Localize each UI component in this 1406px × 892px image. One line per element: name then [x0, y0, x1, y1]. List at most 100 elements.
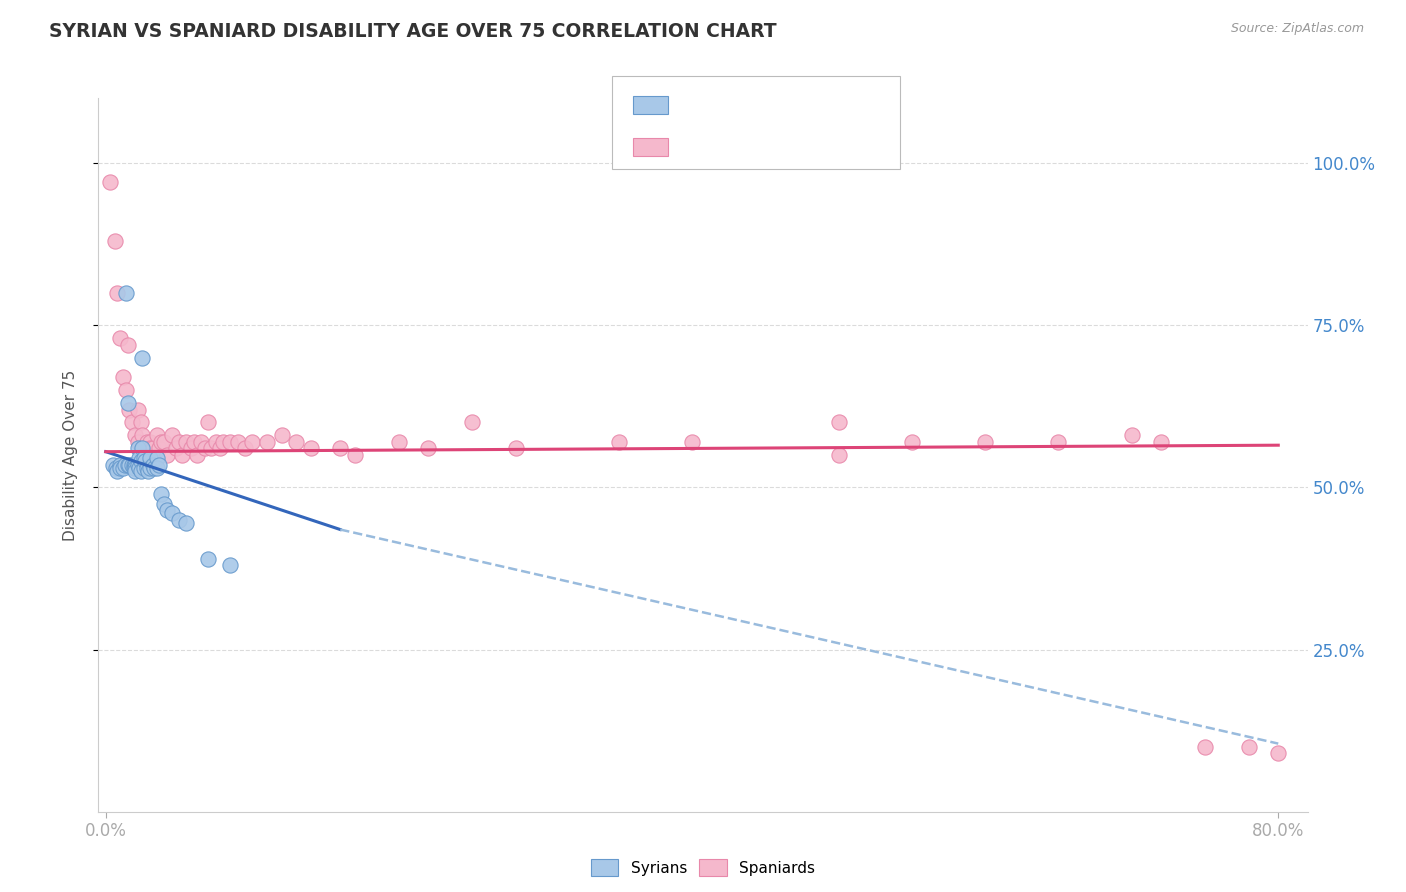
- Point: [418, 442, 440, 456]
- Point: [146, 428, 169, 442]
- Point: [122, 458, 145, 472]
- Point: [200, 442, 222, 456]
- Text: N =: N =: [776, 136, 813, 154]
- Point: [110, 331, 132, 345]
- Point: [98, 176, 121, 190]
- Point: [118, 458, 141, 472]
- Point: [124, 464, 146, 478]
- Point: [204, 434, 226, 449]
- Point: [132, 451, 155, 466]
- Point: [505, 442, 527, 456]
- Point: [197, 416, 219, 430]
- Point: [176, 516, 198, 530]
- Point: [121, 458, 143, 472]
- Text: -0.147: -0.147: [710, 95, 763, 112]
- Point: [209, 442, 232, 456]
- Point: [115, 383, 138, 397]
- Point: [299, 442, 322, 456]
- Point: [146, 451, 169, 466]
- Point: [107, 464, 129, 478]
- Point: [105, 461, 128, 475]
- Y-axis label: Disability Age Over 75: Disability Age Over 75: [63, 369, 77, 541]
- Point: [1121, 428, 1143, 442]
- Point: [114, 458, 136, 472]
- Point: [190, 434, 212, 449]
- Text: 45: 45: [807, 95, 828, 112]
- Point: [329, 442, 352, 456]
- Point: [901, 434, 924, 449]
- Point: [110, 458, 132, 472]
- Point: [233, 442, 256, 456]
- Point: [142, 458, 165, 472]
- Point: [165, 442, 187, 456]
- Point: [101, 458, 124, 472]
- Point: [1194, 739, 1216, 754]
- Point: [127, 402, 149, 417]
- Point: [150, 487, 173, 501]
- Point: [153, 434, 176, 449]
- Point: [128, 451, 150, 466]
- Point: [138, 461, 160, 475]
- Point: [142, 442, 165, 456]
- Point: [115, 285, 138, 300]
- Point: [681, 434, 703, 449]
- Point: [138, 434, 160, 449]
- Text: 0.007: 0.007: [710, 136, 758, 154]
- Point: [131, 428, 153, 442]
- Point: [180, 442, 202, 456]
- Point: [135, 434, 157, 449]
- Point: [110, 461, 132, 475]
- Point: [103, 234, 125, 248]
- Point: [136, 464, 159, 478]
- Text: N =: N =: [776, 95, 813, 112]
- Point: [150, 434, 173, 449]
- Point: [160, 506, 183, 520]
- Text: R =: R =: [678, 95, 714, 112]
- Point: [117, 458, 139, 472]
- Point: [124, 428, 146, 442]
- Point: [176, 434, 198, 449]
- Point: [124, 461, 146, 475]
- Point: [128, 461, 150, 475]
- Point: [156, 503, 179, 517]
- Point: [131, 351, 153, 365]
- Point: [121, 416, 143, 430]
- Point: [127, 434, 149, 449]
- Point: [1047, 434, 1070, 449]
- Point: [135, 448, 157, 462]
- Point: [131, 442, 153, 456]
- Point: [160, 428, 183, 442]
- Point: [256, 434, 278, 449]
- Point: [153, 497, 176, 511]
- Point: [112, 370, 135, 384]
- Point: [129, 454, 152, 468]
- Text: R =: R =: [678, 136, 714, 154]
- Point: [219, 558, 242, 573]
- Point: [167, 513, 190, 527]
- Point: [124, 458, 146, 472]
- Text: SYRIAN VS SPANIARD DISABILITY AGE OVER 75 CORRELATION CHART: SYRIAN VS SPANIARD DISABILITY AGE OVER 7…: [49, 22, 778, 41]
- Point: [1267, 747, 1289, 761]
- Point: [122, 461, 145, 475]
- Point: [827, 416, 849, 430]
- Point: [226, 434, 249, 449]
- Point: [112, 461, 135, 475]
- Point: [118, 402, 141, 417]
- Point: [183, 434, 205, 449]
- Point: [134, 454, 156, 468]
- Point: [219, 434, 242, 449]
- Text: 66: 66: [807, 136, 828, 154]
- Point: [107, 285, 129, 300]
- Point: [194, 442, 217, 456]
- Point: [607, 434, 630, 449]
- Legend: Syrians, Spaniards: Syrians, Spaniards: [585, 853, 821, 882]
- Point: [167, 434, 190, 449]
- Point: [143, 461, 166, 475]
- Point: [156, 448, 179, 462]
- Point: [974, 434, 997, 449]
- Point: [212, 434, 235, 449]
- Point: [197, 551, 219, 566]
- Point: [129, 416, 152, 430]
- Point: [1237, 739, 1260, 754]
- Point: [127, 458, 149, 472]
